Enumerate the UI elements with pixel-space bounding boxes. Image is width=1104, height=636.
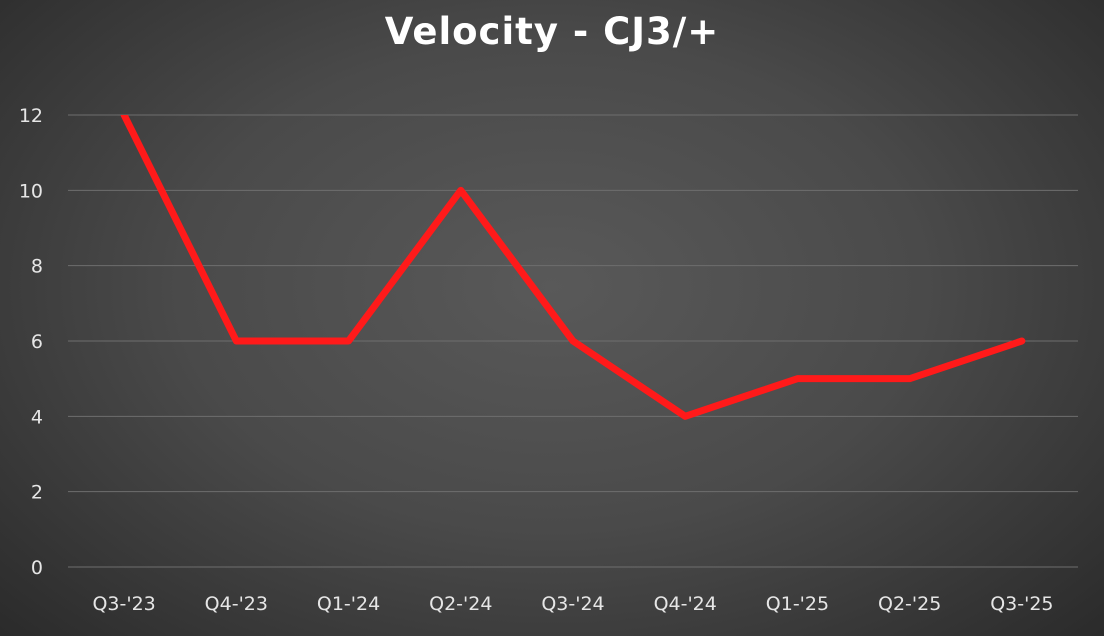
y-tick-label: 6: [31, 331, 43, 353]
y-tick-label: 4: [31, 406, 43, 428]
y-tick-label: 0: [31, 557, 43, 579]
y-tick-label: 2: [31, 482, 43, 504]
series-layer: [120, 115, 1026, 420]
x-tick-label: Q1-'25: [766, 593, 829, 615]
x-axis-tick-labels: Q3-'23 Q4-'23 Q1-'24 Q2-'24 Q3-'24 Q4-'24 Q1-'…: [92, 593, 1053, 615]
x-tick-label: Q3-'23: [92, 593, 155, 615]
x-tick-label: Q3-'25: [990, 593, 1053, 615]
y-tick-label: 8: [31, 256, 43, 278]
x-tick-label: Q1-'24: [317, 593, 380, 615]
y-axis-tick-labels: 0 2 4 6 8 10 12: [19, 105, 43, 579]
x-tick-label: Q2-'25: [878, 593, 941, 615]
x-tick-label: Q3-'24: [541, 593, 604, 615]
y-tick-label: 12: [19, 105, 43, 127]
series-line: [120, 115, 1026, 420]
x-tick-label: Q4-'24: [654, 593, 717, 615]
x-tick-label: Q2-'24: [429, 593, 492, 615]
y-tick-label: 10: [19, 180, 43, 202]
x-tick-label: Q4-'23: [205, 593, 268, 615]
chart-title: Velocity - CJ3/+: [384, 10, 720, 53]
